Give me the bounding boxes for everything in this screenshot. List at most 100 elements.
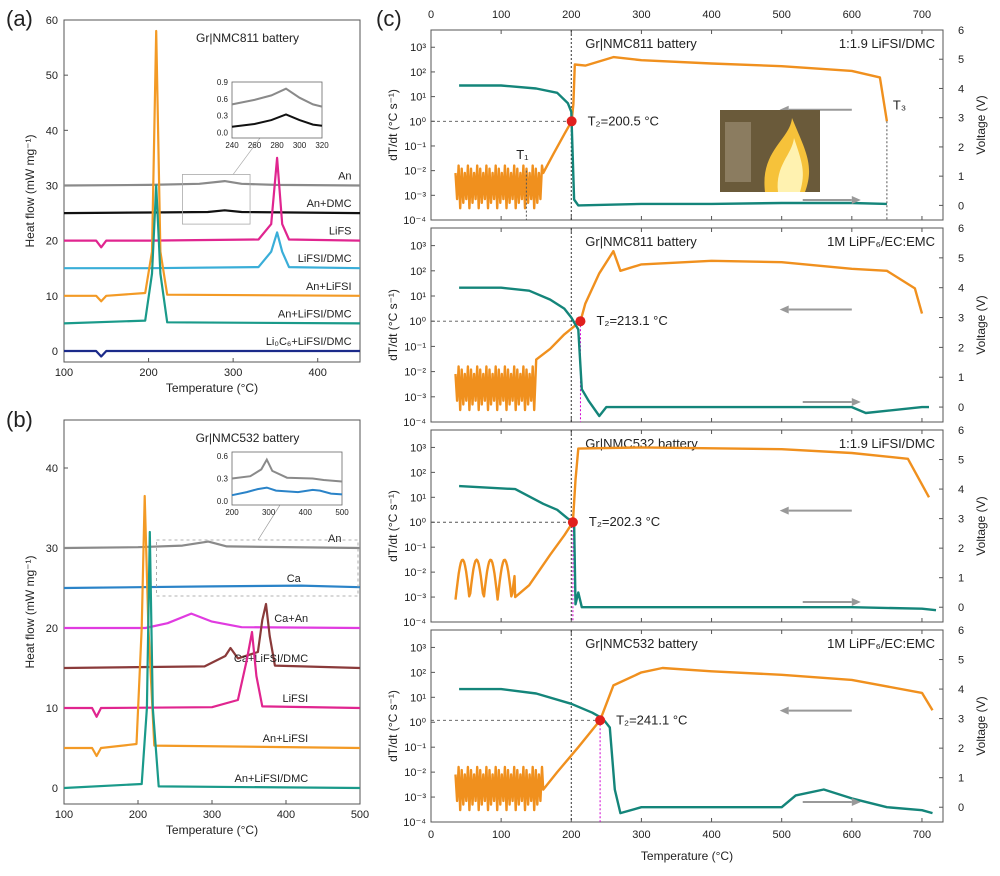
inset-source-box-a	[181, 174, 251, 225]
y-tick-label-right: 1	[958, 773, 964, 785]
subplot-electrolyte: 1:1.9 LiFSI/DMC	[839, 36, 935, 51]
top-x-tick-label: 300	[632, 9, 650, 21]
series-line	[64, 494, 361, 758]
t2-marker	[575, 316, 586, 327]
top-x-tick-label: 600	[843, 9, 861, 21]
x-tick-label: 400	[309, 367, 327, 379]
y-axis-label: Heat flow (mW mg⁻¹)	[23, 134, 37, 247]
y-tick-label-right: 1	[958, 573, 964, 585]
inset-y-tick-label: 0.9	[217, 78, 229, 87]
panel-title-a: Gr|NMC811 battery	[196, 31, 299, 45]
series-label: An+LiFSI	[306, 281, 352, 293]
inset-y-tick-label: 0.3	[217, 475, 229, 484]
bottom-x-tick-label: 100	[492, 829, 510, 841]
inset-x-tick-label: 300	[293, 141, 307, 150]
bottom-x-tick-label: 400	[702, 829, 720, 841]
inset-leader-a	[232, 137, 261, 175]
inset-x-tick-label: 500	[335, 508, 349, 517]
x-tick-label: 300	[224, 367, 242, 379]
y-tick-label-right: 1	[958, 171, 964, 183]
inset-x-tick-label: 280	[270, 141, 284, 150]
y-tick-label-left: 10⁰	[409, 316, 426, 328]
y-tick-label-right: 6	[958, 25, 964, 37]
inset-y-tick-label: 0.6	[217, 452, 229, 461]
series-label: Ca+An	[274, 613, 308, 625]
inset-source-box-b	[156, 539, 359, 597]
y-tick-label: 0	[52, 783, 58, 795]
y-axis-label-right: Voltage (V)	[974, 696, 988, 755]
panel-label-b: (b)	[6, 407, 33, 432]
y-tick-label: 20	[46, 236, 58, 248]
x-tick-label: 100	[55, 809, 73, 821]
y-tick-label-left: 10²	[410, 266, 426, 278]
subplot-electrolyte: 1:1.9 LiFSI/DMC	[839, 436, 935, 451]
y-tick-label-left: 10⁻¹	[404, 542, 426, 554]
t3-label: T₃	[893, 98, 906, 113]
y-tick-label-left: 10⁰	[409, 116, 426, 128]
inset-x-tick-label: 260	[248, 141, 262, 150]
voltage-curve	[459, 84, 887, 207]
y-tick-label-left: 10⁻⁴	[403, 617, 426, 629]
y-tick-label-left: 10¹	[410, 692, 426, 704]
inset-y-tick-label: 0.0	[217, 497, 229, 506]
y-tick-label-right: 3	[958, 714, 964, 726]
series-line	[63, 180, 361, 187]
inset-series-line	[231, 113, 323, 128]
inset-series-line	[231, 87, 323, 108]
bottom-x-tick-label: 700	[913, 829, 931, 841]
rate-curve	[454, 55, 889, 210]
y-tick-label-right: 5	[958, 455, 964, 467]
inset-x-tick-label: 300	[262, 508, 276, 517]
x-tick-label: 200	[139, 367, 157, 379]
y-tick-label-right: 2	[958, 342, 964, 354]
y-tick-label-right: 2	[958, 543, 964, 555]
series-line	[63, 209, 361, 215]
y-axis-label: Heat flow (mW mg⁻¹)	[23, 555, 37, 668]
top-x-tick-label: 100	[492, 9, 510, 21]
rate-curve	[454, 446, 931, 601]
y-tick-label-right: 6	[958, 625, 964, 637]
y-tick-label-right: 4	[958, 283, 964, 295]
y-tick-label-left: 10⁻¹	[404, 341, 426, 353]
series-line	[64, 231, 361, 270]
t2-label: T₂=213.1 °C	[596, 313, 667, 328]
y-tick-label: 20	[46, 623, 58, 635]
y-tick-label-left: 10⁻⁴	[403, 817, 426, 829]
y-tick-label-left: 10¹	[410, 92, 426, 104]
y-tick-label-left: 10⁻²	[404, 367, 426, 379]
series-label: An+LiFSI/DMC	[235, 773, 309, 785]
series-label: Li₀C₆+LiFSI/DMC	[266, 336, 352, 348]
x-axis-label-c: Temperature (°C)	[641, 849, 733, 863]
y-axis-label-right: Voltage (V)	[974, 496, 988, 555]
series-label: An+DMC	[307, 198, 352, 210]
t2-marker	[595, 715, 606, 726]
rate-curve	[454, 666, 934, 812]
x-tick-label: 400	[277, 809, 295, 821]
series-label: An	[338, 170, 351, 182]
y-tick-label-right: 4	[958, 484, 964, 496]
inset-series-line	[231, 457, 343, 483]
y-tick-label-left: 10²	[410, 667, 426, 679]
y-tick-label: 10	[46, 291, 58, 303]
y-axis-label-left: dT/dt (°C s⁻¹)	[386, 89, 400, 161]
arrow-left-head	[779, 506, 789, 515]
series-line	[63, 184, 361, 325]
t2-label: T₂=200.5 °C	[588, 113, 659, 128]
t2-label: T₂=202.3 °C	[589, 514, 660, 529]
y-tick-label-right: 3	[958, 313, 964, 325]
bottom-x-tick-label: 600	[843, 829, 861, 841]
y-axis-label-right: Voltage (V)	[974, 95, 988, 154]
y-tick-label-left: 10⁻³	[404, 592, 426, 604]
y-tick-label: 40	[46, 125, 58, 137]
bottom-x-tick-label: 0	[428, 829, 434, 841]
inset-x-tick-label: 200	[225, 508, 239, 517]
t2-marker	[567, 517, 578, 528]
arrow-left-head	[779, 305, 789, 314]
y-axis-label-left: dT/dt (°C s⁻¹)	[386, 690, 400, 762]
series-line	[63, 602, 361, 670]
arrow-left-head	[779, 706, 789, 715]
y-tick-label-right: 3	[958, 113, 964, 125]
series-label: Ca	[287, 573, 302, 585]
series-line	[64, 156, 361, 249]
subplot-electrolyte: 1M LiPF₆/EC:EMC	[827, 636, 935, 651]
